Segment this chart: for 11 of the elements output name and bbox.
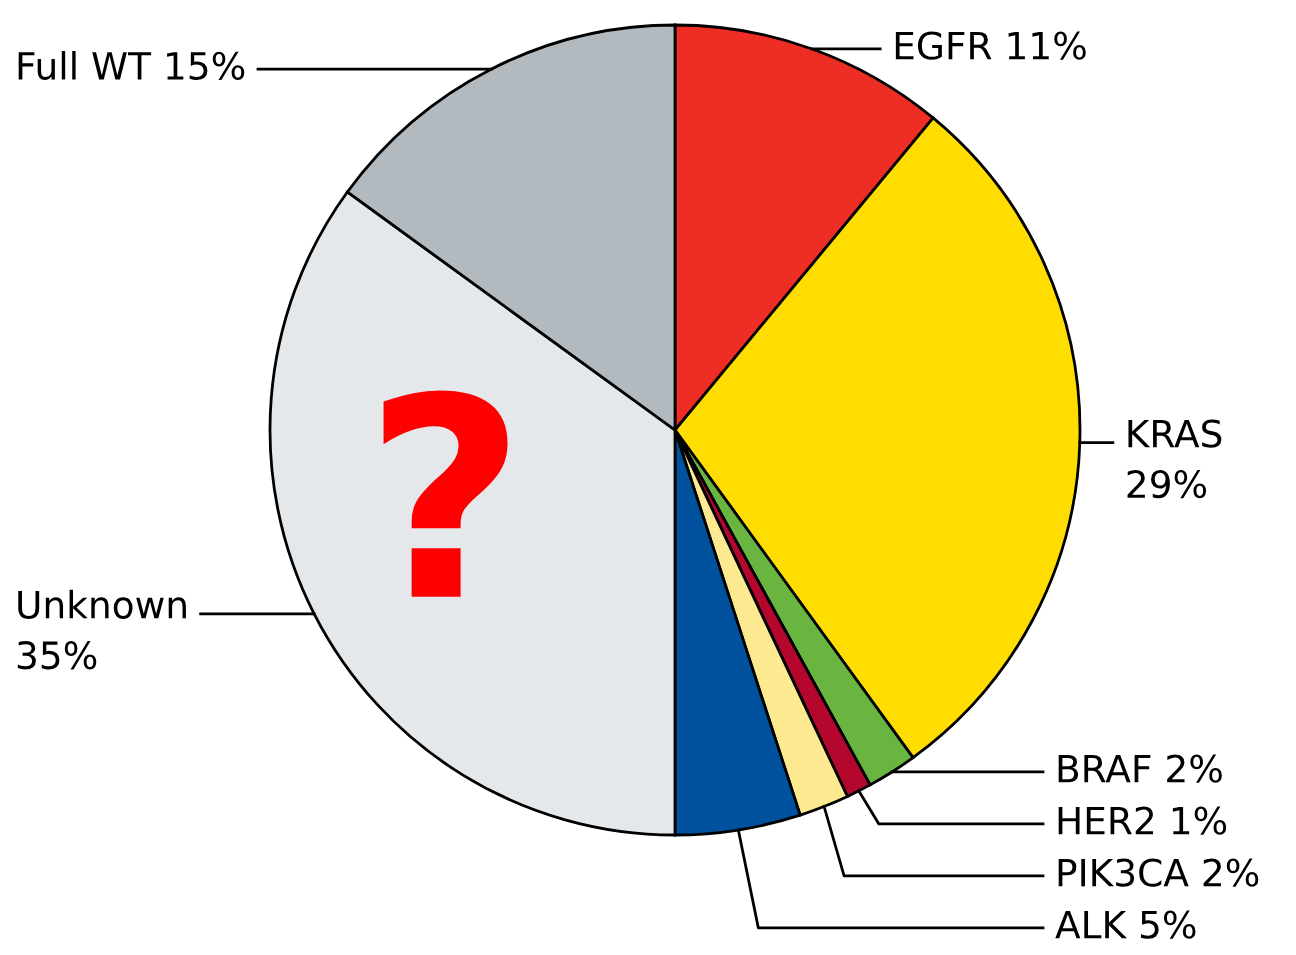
slice-label: Full WT 15% xyxy=(18,51,245,81)
slice-label: PIK3CA 2% xyxy=(1058,858,1259,887)
slice-label: HER2 1% xyxy=(1058,806,1227,835)
slice-label: BRAF 2% xyxy=(1058,754,1222,783)
slice-label: Unknown xyxy=(18,589,186,619)
slice-label: KRAS xyxy=(1128,419,1222,448)
text: ? xyxy=(383,390,508,597)
slice-label: EGFR 11% xyxy=(895,31,1086,60)
data-label: 29% xyxy=(1127,469,1207,499)
data-label: 35% xyxy=(17,641,97,670)
slice-label: ALK 5% xyxy=(1055,910,1196,939)
